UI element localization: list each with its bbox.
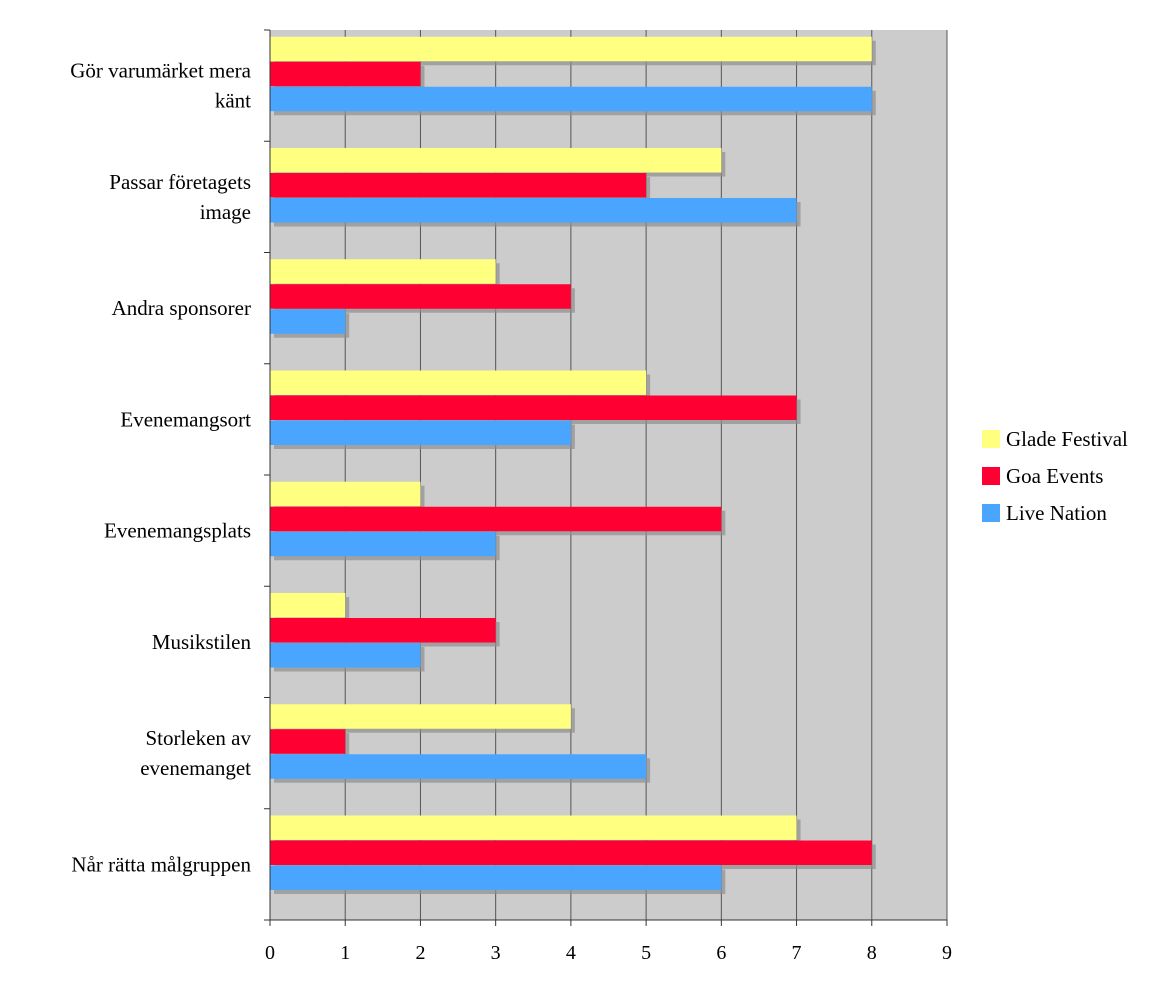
x-tick-label: 6	[716, 942, 726, 964]
category-label-line: Passar företagets	[109, 170, 251, 194]
x-tick-label: 3	[491, 942, 501, 964]
bar-live-nation	[270, 643, 421, 668]
bar-goa-events	[270, 618, 496, 643]
bar-goa-events	[270, 284, 571, 309]
category-label: Når rätta målgruppen	[71, 852, 251, 876]
bar-live-nation	[270, 198, 797, 223]
category-label: Evenemangsplats	[104, 519, 251, 543]
category-label-line: Andra sponsorer	[112, 296, 251, 320]
category-label: Storleken av evenemanget	[140, 726, 251, 780]
category-label-line: Evenemangsplats	[104, 519, 251, 543]
x-tick-label: 8	[867, 942, 877, 964]
category-label-line: image	[200, 200, 251, 224]
bar-goa-events	[270, 840, 872, 865]
axes	[264, 29, 948, 926]
x-tick-label: 1	[340, 942, 350, 964]
category-label: Andra sponsorer	[112, 296, 251, 320]
bar-glade-festival	[270, 36, 872, 62]
bar-live-nation	[270, 531, 496, 557]
bar-live-nation	[270, 865, 722, 890]
legend-label: Live Nation	[1006, 501, 1107, 525]
bar-glade-festival	[270, 481, 421, 507]
bar-live-nation	[270, 420, 571, 445]
x-tick-labels: 0 1 2 3 4 5 6 7 8 9	[265, 942, 952, 964]
bar-glade-festival	[270, 370, 647, 395]
legend-label: Glade Festival	[1006, 427, 1128, 451]
legend-swatch	[982, 467, 1000, 485]
bar-goa-events	[270, 61, 421, 87]
category-label-line: känt	[215, 89, 251, 113]
x-tick-label: 2	[415, 942, 425, 964]
category-label-line: Evenemangsort	[120, 407, 251, 431]
category-label-line: Musikstilen	[152, 630, 252, 654]
bar-glade-festival	[270, 704, 571, 729]
bar-glade-festival	[270, 593, 346, 618]
bar-glade-festival	[270, 259, 496, 284]
bar-goa-events	[270, 395, 797, 420]
legend: Glade Festival Goa Events Live Nation	[982, 427, 1128, 525]
bar-goa-events	[270, 729, 346, 754]
x-tick-label: 7	[792, 942, 802, 964]
legend-swatch	[982, 430, 1000, 448]
x-tick-label: 4	[566, 942, 576, 964]
bar-live-nation	[270, 309, 346, 334]
category-label: Passar företagets image	[109, 170, 251, 224]
bar-glade-festival	[270, 815, 797, 840]
bar-glade-festival	[270, 148, 722, 173]
legend-label: Goa Events	[1006, 464, 1103, 488]
bars	[270, 36, 872, 890]
category-labels: Gör varumärket mera känt Passar företagets…	[70, 59, 251, 877]
bar-live-nation	[270, 86, 872, 112]
category-label-line: Storleken av	[145, 726, 251, 750]
x-tick-label: 0	[265, 942, 275, 964]
x-tick-label: 9	[942, 942, 952, 964]
category-label: Evenemangsort	[120, 407, 251, 431]
bar-live-nation	[270, 754, 647, 779]
category-label: Gör varumärket mera känt	[70, 59, 251, 113]
bar-goa-events	[270, 506, 722, 532]
x-tick-label: 5	[641, 942, 651, 964]
category-label-line: evenemanget	[140, 756, 251, 780]
bar-goa-events	[270, 173, 647, 198]
category-label: Musikstilen	[152, 630, 252, 654]
legend-swatch	[982, 504, 1000, 522]
category-label-line: Når rätta målgruppen	[71, 852, 251, 876]
category-label-line: Gör varumärket mera	[70, 59, 251, 83]
